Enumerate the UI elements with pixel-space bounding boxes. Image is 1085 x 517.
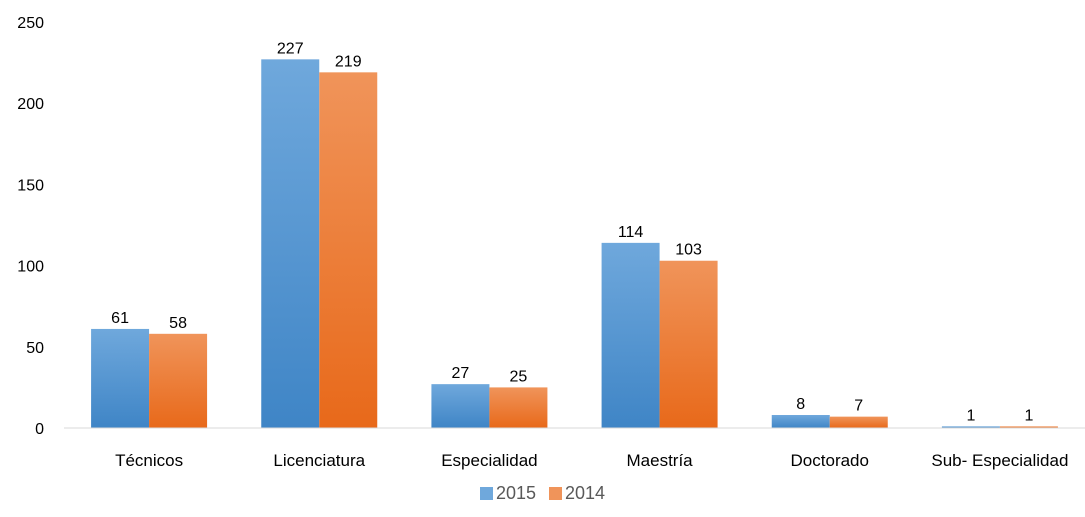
legend-item-2015: 2015 — [479, 483, 536, 504]
data-label: 219 — [335, 53, 362, 70]
bars: 61 58 227 219 27 25 114 103 8 7 1 1 — [91, 40, 1058, 429]
x-axis-categories: Técnicos Licenciatura Especialidad Maestría… — [115, 451, 1068, 470]
data-label: 8 — [796, 396, 805, 413]
y-tick-label: 150 — [17, 177, 44, 194]
data-label: 58 — [169, 315, 187, 332]
category-label: Licenciatura — [273, 451, 365, 470]
data-label: 227 — [277, 40, 304, 57]
bar-2014-t-cnicos — [149, 333, 208, 428]
legend-label-2014: 2014 — [565, 483, 606, 503]
bar-2014-licenciatura — [319, 72, 378, 429]
legend-label-2015: 2015 — [495, 483, 536, 503]
category-label: Maestría — [627, 451, 694, 470]
legend-swatch-2014 — [549, 487, 562, 500]
category-label: Sub- Especialidad — [931, 451, 1068, 470]
category-label: Técnicos — [115, 451, 183, 470]
category-label: Doctorado — [791, 451, 869, 470]
data-label: 27 — [452, 365, 470, 382]
y-axis: 0 50 100 150 200 250 — [17, 15, 44, 438]
legend-swatch-2015 — [479, 487, 493, 500]
y-tick-label: 250 — [17, 15, 44, 32]
legend-item-2014: 2014 — [549, 483, 605, 504]
bar-2015-doctorado — [771, 415, 830, 428]
data-label: 61 — [111, 310, 129, 327]
y-tick-label: 100 — [17, 259, 44, 276]
bar-2014-sub-especialidad — [999, 426, 1058, 428]
y-tick-label: 200 — [17, 96, 44, 113]
legend: 2015 2014 — [0, 483, 1085, 505]
data-label: 1 — [1024, 407, 1033, 424]
bar-2014-maestr-a — [659, 260, 718, 428]
data-label: 114 — [618, 224, 644, 241]
data-label: 25 — [510, 368, 528, 385]
y-tick-label: 50 — [26, 340, 44, 357]
bar-chart: 0 50 100 150 200 250 61 58 227 219 27 25 114 103 8 7 1 1… — [17, 15, 1085, 470]
bar-2014-doctorado — [829, 416, 888, 428]
bar-2015-licenciatura — [261, 59, 320, 429]
bar-2015-t-cnicos — [91, 328, 150, 428]
bar-2014-especialidad — [489, 387, 548, 428]
category-label: Especialidad — [441, 451, 537, 470]
bar-2015-sub-especialidad — [941, 426, 1000, 428]
data-label: 1 — [966, 407, 975, 424]
bar-2015-especialidad — [431, 384, 490, 428]
bar-2015-maestr-a — [601, 242, 660, 428]
data-label: 103 — [675, 242, 702, 259]
y-tick-label: 0 — [35, 421, 44, 438]
data-label: 7 — [854, 398, 863, 415]
